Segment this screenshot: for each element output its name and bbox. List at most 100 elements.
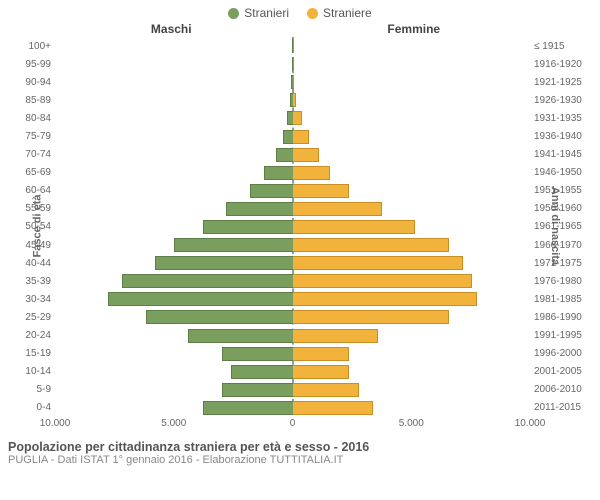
bar-pair (56, 365, 529, 379)
pyramid-row: 70-741941-1945 (56, 146, 529, 164)
bar-female (293, 256, 463, 270)
bar-pair (56, 310, 529, 324)
bar-female (293, 57, 294, 71)
bar-male (203, 220, 293, 234)
birth-label: 1961-1965 (534, 221, 594, 232)
birth-label: 1926-1930 (534, 95, 594, 106)
chart-subtitle: PUGLIA - Dati ISTAT 1° gennaio 2016 - El… (0, 454, 600, 466)
age-label: 70-74 (11, 149, 51, 160)
legend: Stranieri Straniere (0, 0, 600, 22)
bar-left-wrap (56, 292, 293, 306)
bar-right-wrap (293, 256, 530, 270)
chart-area: Fasce di età Anni di nascita 100+≤ 19159… (0, 36, 600, 416)
pyramid-row: 10-142001-2005 (56, 363, 529, 381)
bar-left-wrap (56, 310, 293, 324)
birth-label: 1951-1955 (534, 185, 594, 196)
bar-pair (56, 148, 529, 162)
pyramid-row: 90-941921-1925 (56, 73, 529, 91)
bar-right-wrap (293, 292, 530, 306)
age-label: 65-69 (11, 167, 51, 178)
bar-pair (56, 39, 529, 53)
bar-left-wrap (56, 39, 293, 53)
bar-female (293, 220, 416, 234)
bar-male (146, 310, 293, 324)
bar-male (155, 256, 292, 270)
bar-right-wrap (293, 202, 530, 216)
bar-female (293, 75, 295, 89)
bar-right-wrap (293, 401, 530, 415)
bar-right-wrap (293, 383, 530, 397)
bar-female (293, 166, 331, 180)
birth-label: 1931-1935 (534, 113, 594, 124)
bar-pair (56, 57, 529, 71)
birth-label: 2001-2005 (534, 366, 594, 377)
bar-male (226, 202, 292, 216)
bar-female (293, 401, 373, 415)
bar-left-wrap (56, 184, 293, 198)
x-tick: 5.000 (161, 418, 186, 429)
birth-label: 2011-2015 (534, 402, 594, 413)
x-axis: 10.0005.0000 5.00010.000 (55, 418, 530, 436)
birth-label: 1936-1940 (534, 131, 594, 142)
pyramid-row: 5-92006-2010 (56, 381, 529, 399)
swatch-female (307, 8, 318, 19)
bar-right-wrap (293, 184, 530, 198)
age-label: 35-39 (11, 276, 51, 287)
bar-female (293, 274, 473, 288)
bar-left-wrap (56, 111, 293, 125)
bar-right-wrap (293, 39, 530, 53)
bar-left-wrap (56, 57, 293, 71)
bar-female (293, 365, 350, 379)
legend-item-male: Stranieri (228, 6, 289, 20)
pyramid-row: 65-691946-1950 (56, 164, 529, 182)
birth-label: 1956-1960 (534, 203, 594, 214)
bar-female (293, 329, 378, 343)
x-tick: 10.000 (40, 418, 71, 429)
legend-label-female: Straniere (323, 6, 372, 20)
age-label: 25-29 (11, 312, 51, 323)
bar-left-wrap (56, 238, 293, 252)
chart-title: Popolazione per cittadinanza straniera p… (0, 436, 600, 454)
bar-right-wrap (293, 274, 530, 288)
bar-male (122, 274, 292, 288)
age-label: 60-64 (11, 185, 51, 196)
bar-pair (56, 130, 529, 144)
age-label: 50-54 (11, 221, 51, 232)
bar-pair (56, 111, 529, 125)
bar-pair (56, 220, 529, 234)
legend-label-male: Stranieri (244, 6, 289, 20)
pyramid-row: 25-291986-1990 (56, 308, 529, 326)
bar-right-wrap (293, 111, 530, 125)
bar-left-wrap (56, 93, 293, 107)
pyramid-row: 85-891926-1930 (56, 91, 529, 109)
age-label: 55-59 (11, 203, 51, 214)
column-headers: Maschi Femmine (0, 22, 600, 36)
birth-label: 1971-1975 (534, 258, 594, 269)
bar-male (231, 365, 292, 379)
birth-label: 1981-1985 (534, 294, 594, 305)
pyramid-row: 60-641951-1955 (56, 182, 529, 200)
bar-left-wrap (56, 166, 293, 180)
age-label: 75-79 (11, 131, 51, 142)
bar-right-wrap (293, 130, 530, 144)
bar-right-wrap (293, 75, 530, 89)
age-label: 45-49 (11, 240, 51, 251)
bar-pair (56, 93, 529, 107)
bar-pair (56, 166, 529, 180)
birth-label: 1991-1995 (534, 330, 594, 341)
bar-female (293, 202, 383, 216)
bar-female (293, 383, 359, 397)
bar-female (293, 93, 297, 107)
bar-right-wrap (293, 57, 530, 71)
bar-left-wrap (56, 329, 293, 343)
bar-left-wrap (56, 220, 293, 234)
bar-female (293, 130, 310, 144)
bar-male (276, 148, 293, 162)
bar-female (293, 292, 477, 306)
bar-female (293, 39, 294, 53)
age-label: 20-24 (11, 330, 51, 341)
bar-male (250, 184, 293, 198)
age-label: 90-94 (11, 77, 51, 88)
age-label: 5-9 (11, 384, 51, 395)
bar-male (222, 383, 293, 397)
